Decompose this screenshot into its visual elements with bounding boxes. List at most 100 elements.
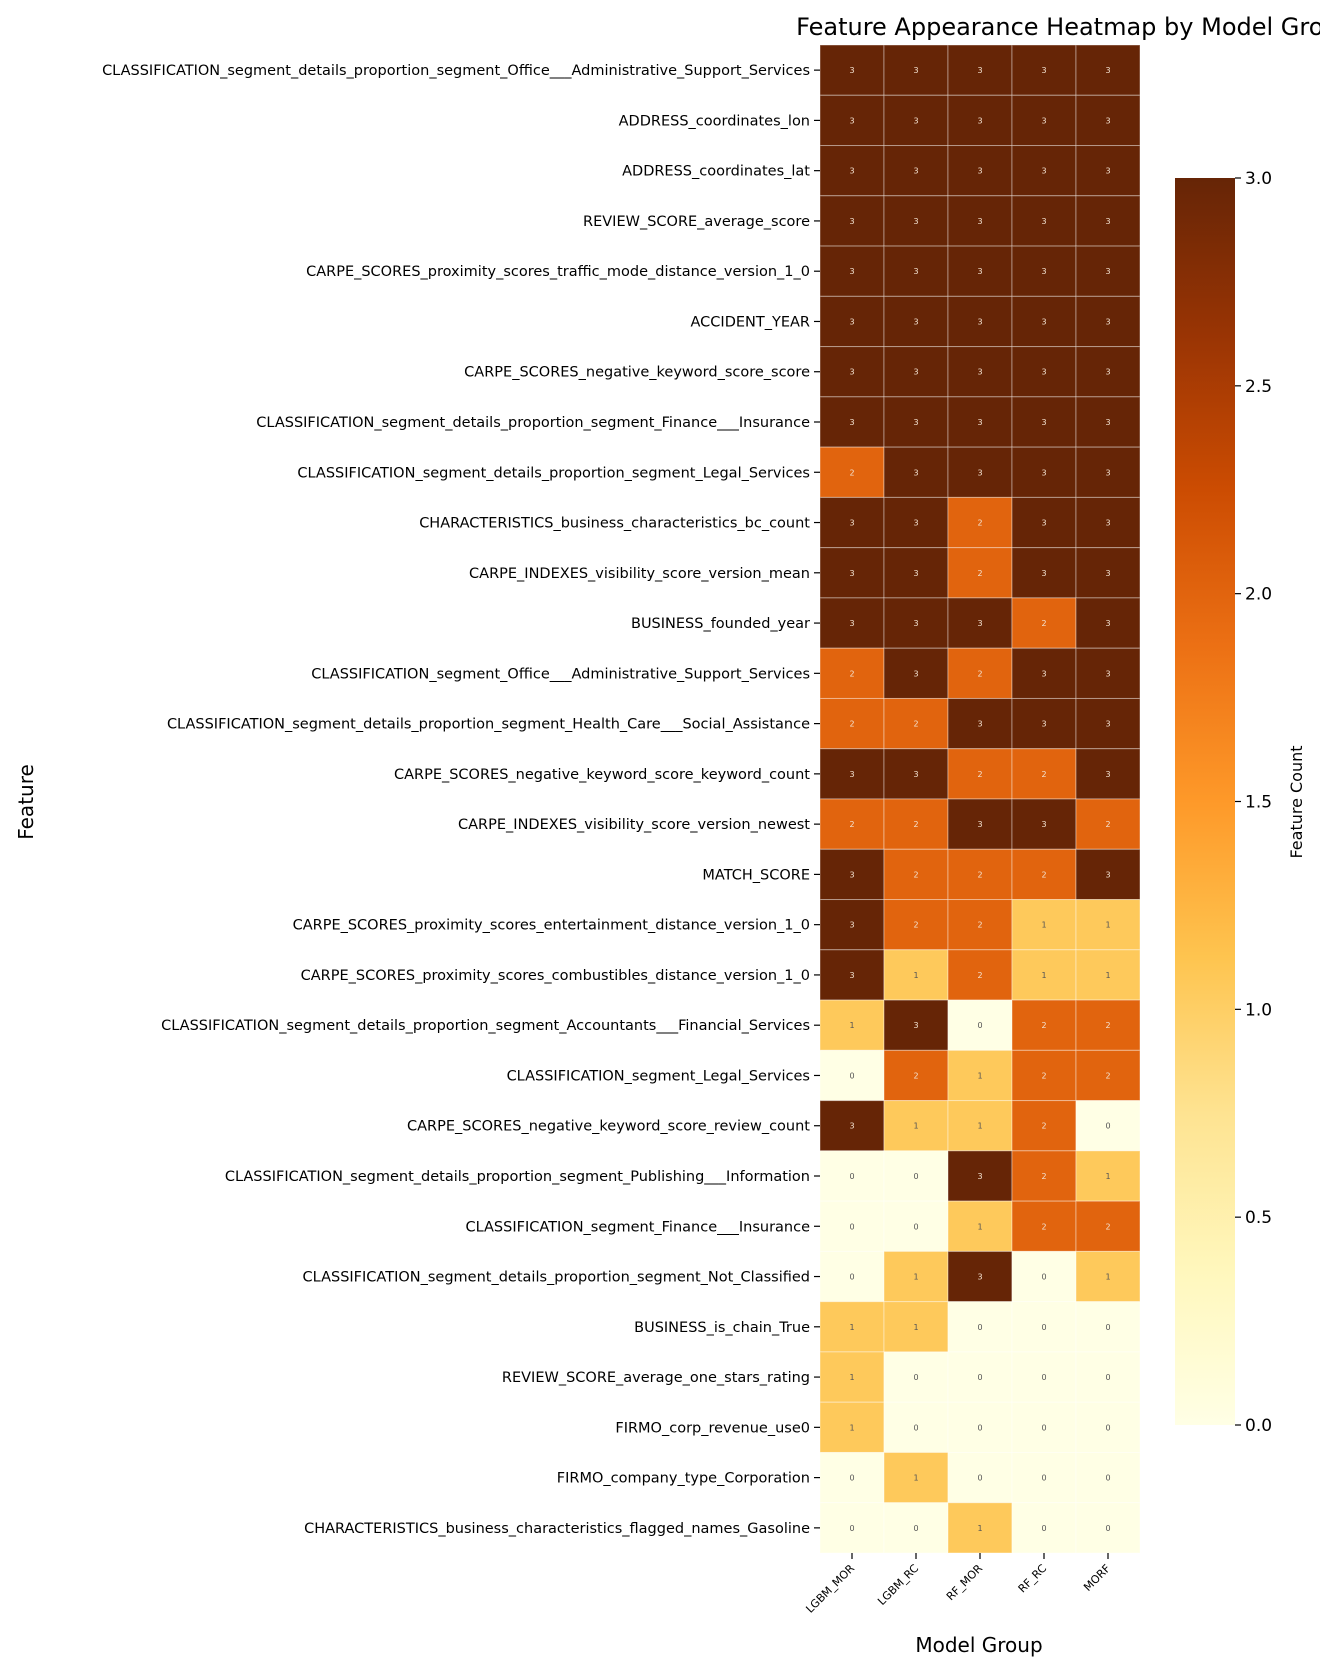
cell-annotation: 3 — [913, 619, 918, 628]
heatmap-cell — [1075, 798, 1141, 850]
cell-annotation: 3 — [1105, 317, 1110, 326]
cell-annotation: 3 — [849, 921, 854, 930]
heatmap-cell — [883, 899, 949, 951]
heatmap-cell — [1075, 94, 1141, 147]
cell-annotation: 3 — [913, 267, 918, 276]
cell-annotation: 2 — [977, 921, 982, 930]
y-tick-label: ACCIDENT_YEAR — [691, 314, 810, 330]
x-tick-label: RF_MOR — [944, 1562, 985, 1603]
cell-annotation: 3 — [1105, 418, 1110, 427]
cell-annotation: 2 — [913, 870, 918, 879]
cell-annotation: 3 — [849, 317, 854, 326]
cell-annotation: 0 — [913, 1373, 918, 1382]
cell-annotation: 3 — [1041, 468, 1046, 477]
heatmap-cell — [819, 547, 885, 599]
x-tick-labels: LGBM_MOR LGBM_RC RF_MOR RF_RC MORF — [803, 1553, 1113, 1616]
y-tick-label: CLASSIFICATION_segment_details_proportio… — [225, 1169, 810, 1185]
heatmap-cell — [1011, 1200, 1077, 1252]
heatmap-cell — [1075, 647, 1141, 699]
cell-annotation: 3 — [977, 317, 982, 326]
heatmap-cell — [947, 195, 1013, 247]
chart-title: Feature Appearance Heatmap by Model Grou… — [796, 13, 1320, 41]
heatmap-cell — [1075, 697, 1141, 750]
cell-annotation: 2 — [1105, 820, 1110, 829]
heatmap-cell — [947, 547, 1013, 599]
cell-annotation: 0 — [849, 1524, 854, 1533]
heatmap-cell — [883, 1301, 949, 1353]
cell-annotation: 3 — [977, 66, 982, 75]
heatmap-cell — [1075, 1100, 1141, 1152]
cell-annotation: 3 — [913, 569, 918, 578]
cell-annotation: 2 — [977, 569, 982, 578]
cell-annotation: 2 — [1041, 770, 1046, 779]
cell-annotation: 3 — [849, 770, 854, 779]
cell-annotation: 3 — [1105, 66, 1110, 75]
heatmap-cell — [1011, 949, 1077, 1001]
cell-annotation: 3 — [849, 418, 854, 427]
cell-annotation: 2 — [913, 720, 918, 729]
y-tick-label: CLASSIFICATION_segment_details_proportio… — [102, 63, 810, 79]
cell-annotation: 0 — [1105, 1122, 1110, 1131]
heatmap-cell — [883, 195, 949, 247]
x-tick-label: RF_RC — [1016, 1562, 1050, 1596]
cell-annotation: 2 — [849, 669, 854, 678]
y-tick-label: FIRMO_corp_revenue_use0 — [615, 1420, 810, 1436]
cell-annotation: 1 — [977, 1071, 982, 1080]
cell-annotation: 2 — [913, 820, 918, 829]
heatmap-cell — [819, 697, 885, 750]
cell-annotation: 0 — [977, 1373, 982, 1382]
heatmap-cell — [947, 1200, 1013, 1252]
heatmap-cell — [1011, 1301, 1077, 1353]
cell-annotation: 3 — [913, 66, 918, 75]
cell-annotation: 0 — [1105, 1373, 1110, 1382]
heatmap-cell — [883, 245, 949, 297]
heatmap-cell — [819, 949, 885, 1001]
y-tick-label: CARPE_INDEXES_visibility_score_version_n… — [458, 817, 810, 833]
cell-annotation: 0 — [913, 1524, 918, 1533]
heatmap-cell — [1011, 999, 1077, 1051]
cell-annotation: 0 — [913, 1423, 918, 1432]
heatmap-cell — [947, 1250, 1013, 1303]
heatmap-cell — [1011, 697, 1077, 750]
cell-annotation: 0 — [849, 1172, 854, 1181]
cell-annotation: 1 — [1105, 971, 1110, 980]
heatmap-cell — [819, 1250, 885, 1303]
cell-annotation: 2 — [1041, 870, 1046, 879]
heatmap-cell — [883, 697, 949, 750]
cell-annotation: 3 — [977, 1273, 982, 1282]
cell-annotation: 2 — [977, 971, 982, 980]
cell-annotation: 0 — [1041, 1423, 1046, 1432]
heatmap-cell — [1011, 798, 1077, 850]
cell-annotation: 3 — [977, 418, 982, 427]
heatmap-cell — [1011, 496, 1077, 549]
cell-annotation: 3 — [1041, 116, 1046, 125]
heatmap-cell — [1075, 1150, 1141, 1202]
cell-annotation: 3 — [913, 770, 918, 779]
y-tick-label: BUSINESS_founded_year — [631, 616, 810, 632]
heatmap-cell — [947, 295, 1013, 348]
heatmap-cell — [947, 1150, 1013, 1202]
heatmap-cell — [947, 245, 1013, 297]
cell-annotation: 0 — [1105, 1474, 1110, 1483]
heatmap-cell — [819, 647, 885, 699]
cell-annotation: 0 — [849, 1474, 854, 1483]
heatmap-cell — [1075, 748, 1141, 800]
heatmap-cell — [1011, 647, 1077, 699]
cell-annotation: 3 — [1105, 167, 1110, 176]
cell-annotation: 2 — [1105, 1071, 1110, 1080]
cell-annotation: 3 — [1041, 368, 1046, 377]
cell-annotation: 3 — [913, 1021, 918, 1030]
cell-annotation: 2 — [1041, 1222, 1046, 1231]
heatmap-cell — [1011, 295, 1077, 348]
colorbar-tick-label: 2.5 — [1245, 377, 1272, 397]
y-axis-label: Feature — [14, 764, 38, 840]
cell-annotation: 3 — [913, 468, 918, 477]
y-tick-label: CARPE_SCORES_negative_keyword_score_revi… — [407, 1119, 810, 1135]
cell-annotation: 0 — [849, 1222, 854, 1231]
cell-annotation: 1 — [913, 1122, 918, 1131]
cell-annotation: 0 — [1105, 1323, 1110, 1332]
heatmap-cell — [819, 798, 885, 850]
heatmap-cell — [883, 1502, 949, 1554]
heatmap-cell — [947, 899, 1013, 951]
